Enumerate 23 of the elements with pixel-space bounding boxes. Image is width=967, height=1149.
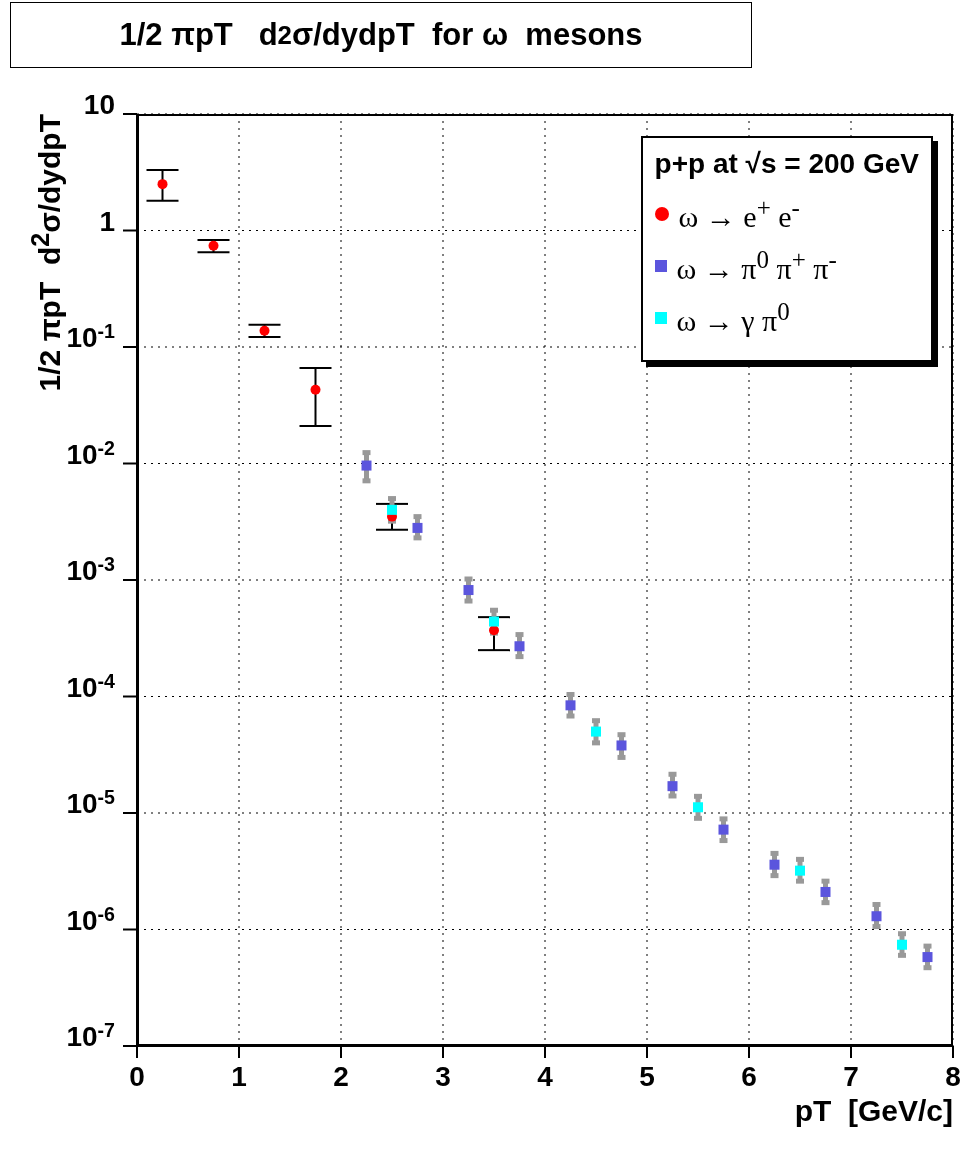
x-axis-title: pT [GeV/c]: [794, 1094, 953, 1128]
x-tick-label: 4: [537, 1061, 554, 1092]
x-tick-label: 6: [741, 1061, 757, 1092]
x-tick-label: 5: [639, 1061, 655, 1092]
y-tick-label: 10$^{-4}$: [66, 669, 116, 703]
y-tick-label: 1: [99, 205, 115, 237]
legend-title: p+p at √s = 200 GeV: [654, 148, 919, 180]
x-tick-label: 7: [843, 1061, 859, 1092]
legend-label: ω → e$^{+}$ e$^{-}$: [678, 194, 800, 234]
y-tick-label: 10$^{-3}$: [66, 553, 116, 586]
x-tick-label: 3: [435, 1061, 451, 1092]
legend-label: ω → π$^{0}$ π$^{+}$ π$^{-}$: [676, 246, 837, 286]
x-tick-label: 0: [129, 1061, 145, 1092]
y-tick-label: 10$^{-2}$: [66, 436, 116, 470]
y-tick-label: 10$^{-7}$: [66, 1019, 116, 1052]
x-tick-label: 1: [231, 1061, 247, 1092]
legend-label: ω → γ π$^{0}$: [676, 298, 790, 338]
x-tick-label: 8: [945, 1061, 961, 1092]
y-tick-label: 10$^{-1}$: [66, 320, 116, 353]
y-tick-label: 10$^{-6}$: [66, 902, 116, 936]
y-tick-label: 10: [83, 89, 115, 120]
y-tick-label: 10$^{-5}$: [66, 786, 116, 819]
x-tick-label: 2: [333, 1061, 349, 1092]
